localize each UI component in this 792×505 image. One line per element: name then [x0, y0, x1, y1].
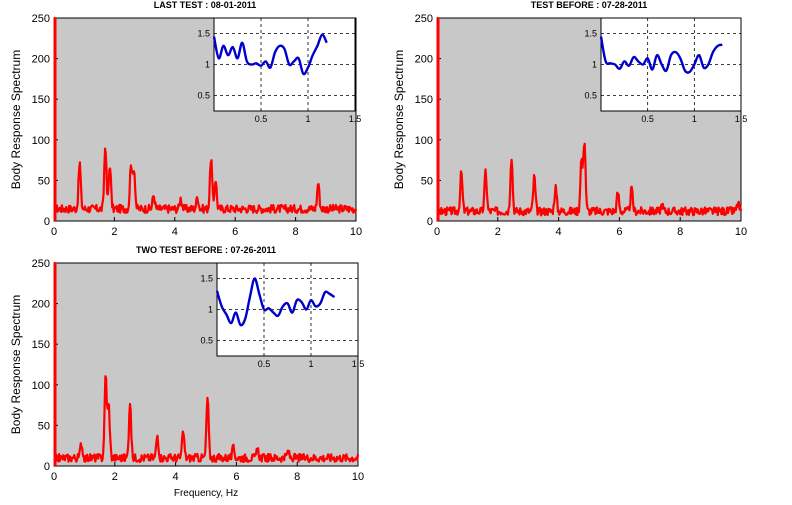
- x-tick-label: 2: [111, 226, 117, 238]
- x-tick-label: 0: [434, 226, 440, 238]
- inset-y-tick-label: 1.5: [584, 29, 597, 39]
- y-tick-label: 200: [415, 54, 433, 66]
- x-tick-label: 10: [352, 471, 364, 483]
- inset-plot: 0.5 1 1.5 0.5 1 1.5: [197, 17, 362, 124]
- x-tick-label: 8: [294, 471, 300, 483]
- inset-x-tick-label: 1.5: [349, 114, 362, 124]
- inset-series-line: [212, 33, 328, 76]
- y-tick-label: 0: [427, 216, 433, 228]
- y-tick-label: 0: [44, 461, 50, 473]
- x-tick-label: 2: [495, 226, 501, 238]
- inset-y-tick-label: 1: [208, 305, 213, 315]
- y-tick-label: 100: [415, 135, 433, 147]
- x-tick-label: 10: [350, 226, 362, 238]
- inset-y-tick-label: 0.5: [197, 91, 210, 101]
- inset-y-tick-label: 0.5: [200, 336, 213, 346]
- x-tick-label: 4: [172, 226, 178, 238]
- y-axis-label: Body Response Spectrum: [9, 50, 23, 189]
- y-tick-label: 200: [32, 54, 50, 66]
- inset-series-line: [599, 36, 723, 74]
- y-axis-label: Body Response Spectrum: [392, 50, 406, 189]
- spectrum-series-line: [53, 16, 358, 214]
- y-tick-label: 50: [421, 175, 433, 187]
- subplot-title: TWO TEST BEFORE : 07-26-2011: [136, 245, 276, 255]
- x-tick-label: 4: [556, 226, 562, 238]
- y-tick-label: 100: [32, 135, 50, 147]
- inset-area: [213, 17, 356, 112]
- x-tick-label: 4: [173, 471, 179, 483]
- inset-x-tick-label: 0.5: [641, 114, 654, 124]
- inset-y-tick-label: 0.5: [584, 91, 597, 101]
- y-tick-label: 100: [32, 380, 50, 392]
- inset-x-tick-label: 1.5: [735, 114, 748, 124]
- x-tick-label: 10: [735, 226, 747, 238]
- y-tick-label: 0: [44, 216, 50, 228]
- y-tick-label: 50: [38, 420, 50, 432]
- y-tick-label: 250: [415, 13, 433, 25]
- x-axis-label: Frequency, Hz: [174, 488, 238, 499]
- x-tick-label: 2: [112, 471, 118, 483]
- subplot-title: TEST BEFORE : 07-28-2011: [531, 0, 648, 10]
- inset-y-tick-label: 1: [592, 60, 597, 70]
- inset-x-tick-label: 1.5: [352, 359, 365, 369]
- x-tick-label: 8: [677, 226, 683, 238]
- inset-series-line: [215, 277, 336, 327]
- y-axis-label: Body Response Spectrum: [9, 295, 23, 434]
- inset-x-tick-label: 1: [692, 114, 697, 124]
- inset-x-tick-label: 0.5: [258, 359, 271, 369]
- inset-x-tick-label: 0.5: [255, 114, 268, 124]
- y-tick-label: 250: [32, 13, 50, 25]
- inset-plot: 0.5 1 1.5 0.5 1 1.5: [584, 17, 748, 124]
- inset-y-tick-label: 1.5: [200, 274, 213, 284]
- x-tick-label: 8: [293, 226, 299, 238]
- y-tick-label: 150: [415, 94, 433, 106]
- spectrum-series-line: [53, 261, 360, 463]
- x-tick-label: 6: [233, 471, 239, 483]
- y-tick-label: 200: [32, 299, 50, 311]
- inset-x-tick-label: 1: [305, 114, 310, 124]
- y-tick-label: 50: [38, 175, 50, 187]
- inset-y-tick-label: 1: [205, 60, 210, 70]
- y-tick-label: 150: [32, 94, 50, 106]
- inset-area: [216, 262, 359, 357]
- spectrum-series-line: [436, 16, 743, 217]
- x-tick-label: 6: [616, 226, 622, 238]
- inset-x-tick-label: 1: [308, 359, 313, 369]
- y-tick-label: 150: [32, 339, 50, 351]
- inset-y-tick-label: 1.5: [197, 29, 210, 39]
- y-tick-label: 250: [32, 258, 50, 270]
- x-tick-label: 6: [232, 226, 238, 238]
- subplot-title: LAST TEST : 08-01-2011: [154, 0, 257, 10]
- x-tick-label: 0: [51, 471, 57, 483]
- inset-plot: 0.5 1 1.5 0.5 1 1.5: [200, 262, 365, 369]
- x-tick-label: 0: [51, 226, 57, 238]
